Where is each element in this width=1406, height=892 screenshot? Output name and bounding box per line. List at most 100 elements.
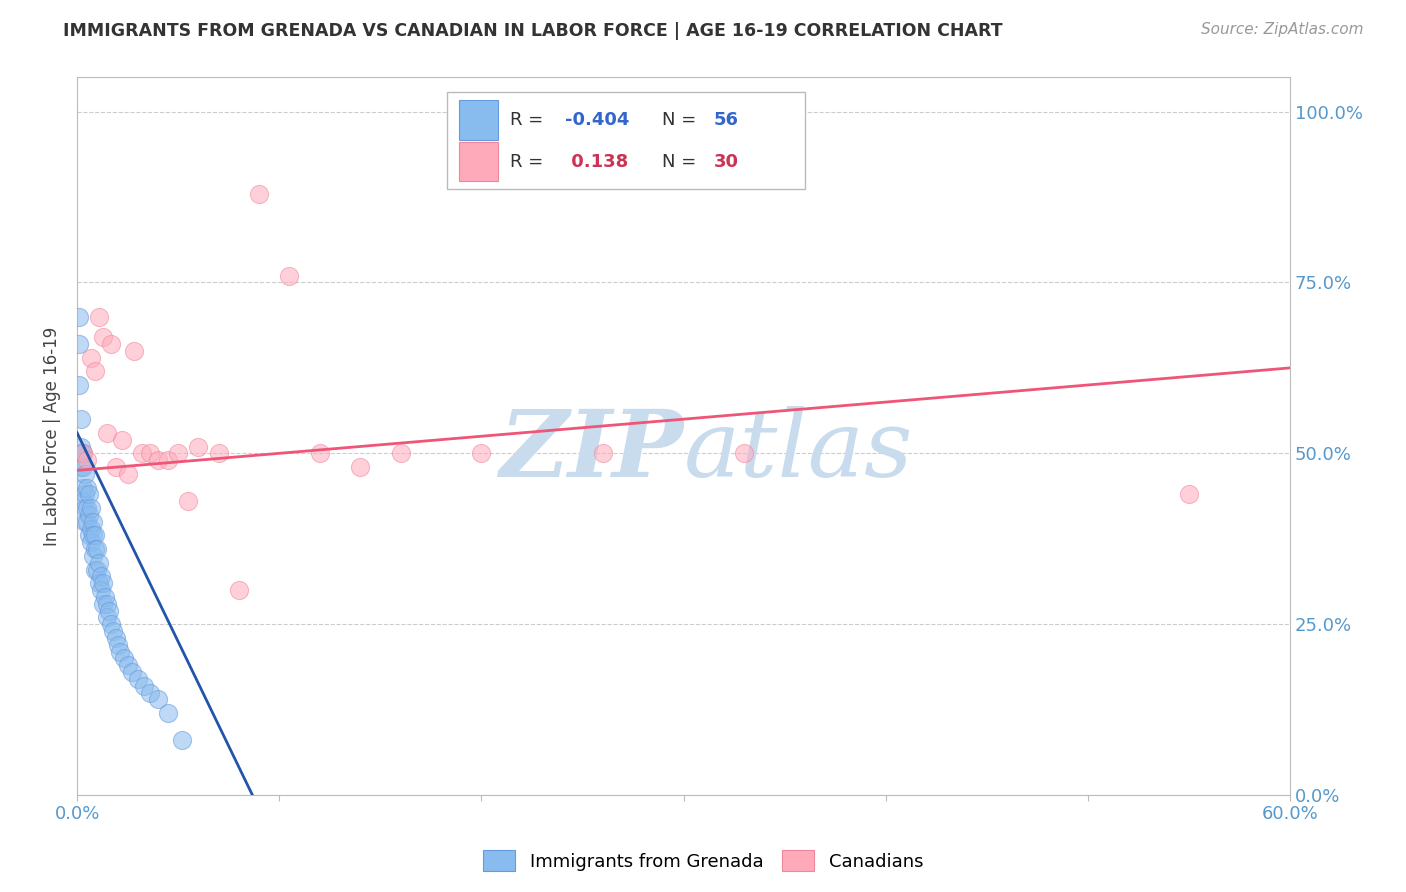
Point — [77, 508, 100, 522]
Point — [308, 446, 330, 460]
Point — [131, 446, 153, 460]
FancyBboxPatch shape — [460, 101, 498, 140]
Point — [139, 446, 162, 460]
Point — [80, 351, 103, 365]
Point — [100, 337, 122, 351]
Text: R =: R = — [510, 153, 550, 170]
Point — [72, 481, 94, 495]
Y-axis label: In Labor Force | Age 16-19: In Labor Force | Age 16-19 — [44, 326, 60, 546]
Point — [117, 658, 139, 673]
Text: 0.138: 0.138 — [565, 153, 628, 170]
Point — [103, 624, 125, 638]
Text: N =: N = — [662, 153, 702, 170]
Point — [157, 706, 180, 720]
Point — [75, 515, 97, 529]
Point — [72, 446, 94, 460]
Point — [76, 515, 98, 529]
Text: R =: R = — [510, 112, 550, 129]
Point — [82, 515, 104, 529]
Point — [93, 576, 115, 591]
FancyBboxPatch shape — [460, 142, 498, 181]
Point — [82, 528, 104, 542]
Point — [104, 460, 127, 475]
Point — [90, 582, 112, 597]
Point — [84, 562, 107, 576]
Point — [96, 597, 118, 611]
Point — [172, 733, 194, 747]
Point — [110, 433, 132, 447]
Point — [247, 186, 270, 201]
Point — [86, 562, 108, 576]
Point — [84, 528, 107, 542]
Point — [122, 343, 145, 358]
Point — [75, 487, 97, 501]
Point — [84, 541, 107, 556]
Point — [94, 590, 117, 604]
Point — [167, 446, 190, 460]
Point — [80, 535, 103, 549]
Text: Source: ZipAtlas.com: Source: ZipAtlas.com — [1201, 22, 1364, 37]
Legend: Immigrants from Grenada, Canadians: Immigrants from Grenada, Canadians — [475, 843, 931, 879]
Point — [117, 467, 139, 481]
FancyBboxPatch shape — [447, 92, 804, 189]
Point — [389, 446, 412, 460]
Text: atlas: atlas — [683, 406, 912, 496]
Text: -0.404: -0.404 — [565, 112, 628, 129]
Point — [67, 310, 90, 324]
Point — [177, 494, 200, 508]
Point — [77, 528, 100, 542]
Point — [96, 610, 118, 624]
Text: 30: 30 — [714, 153, 740, 170]
Point — [93, 330, 115, 344]
Point — [349, 460, 371, 475]
Point — [90, 569, 112, 583]
Point — [157, 453, 180, 467]
Point — [86, 541, 108, 556]
Point — [89, 556, 111, 570]
Point — [121, 665, 143, 679]
Point — [470, 446, 492, 460]
Point — [278, 268, 301, 283]
Point — [1178, 487, 1201, 501]
Point — [98, 603, 121, 617]
Text: N =: N = — [662, 112, 702, 129]
Point — [146, 692, 169, 706]
Point — [76, 481, 98, 495]
Point — [77, 487, 100, 501]
Point — [67, 378, 90, 392]
Point — [76, 501, 98, 516]
Point — [80, 522, 103, 536]
Point — [139, 685, 162, 699]
Point — [146, 453, 169, 467]
Point — [100, 617, 122, 632]
Point — [75, 467, 97, 481]
Point — [228, 582, 250, 597]
Point — [82, 549, 104, 563]
Point — [70, 446, 93, 460]
Point — [89, 576, 111, 591]
Point — [592, 446, 614, 460]
Point — [127, 672, 149, 686]
Point — [75, 501, 97, 516]
Text: 56: 56 — [714, 112, 740, 129]
Point — [72, 446, 94, 460]
Point — [93, 597, 115, 611]
Point — [187, 440, 209, 454]
Point — [70, 440, 93, 454]
Point — [108, 644, 131, 658]
Point — [70, 460, 93, 475]
Point — [80, 501, 103, 516]
Point — [107, 638, 129, 652]
Point — [96, 425, 118, 440]
Point — [207, 446, 229, 460]
Point — [104, 631, 127, 645]
Point — [132, 679, 155, 693]
Point — [70, 412, 93, 426]
Text: ZIP: ZIP — [499, 406, 683, 496]
Point — [89, 310, 111, 324]
Point — [84, 364, 107, 378]
Point — [76, 453, 98, 467]
Point — [112, 651, 135, 665]
Point — [67, 337, 90, 351]
Point — [72, 494, 94, 508]
